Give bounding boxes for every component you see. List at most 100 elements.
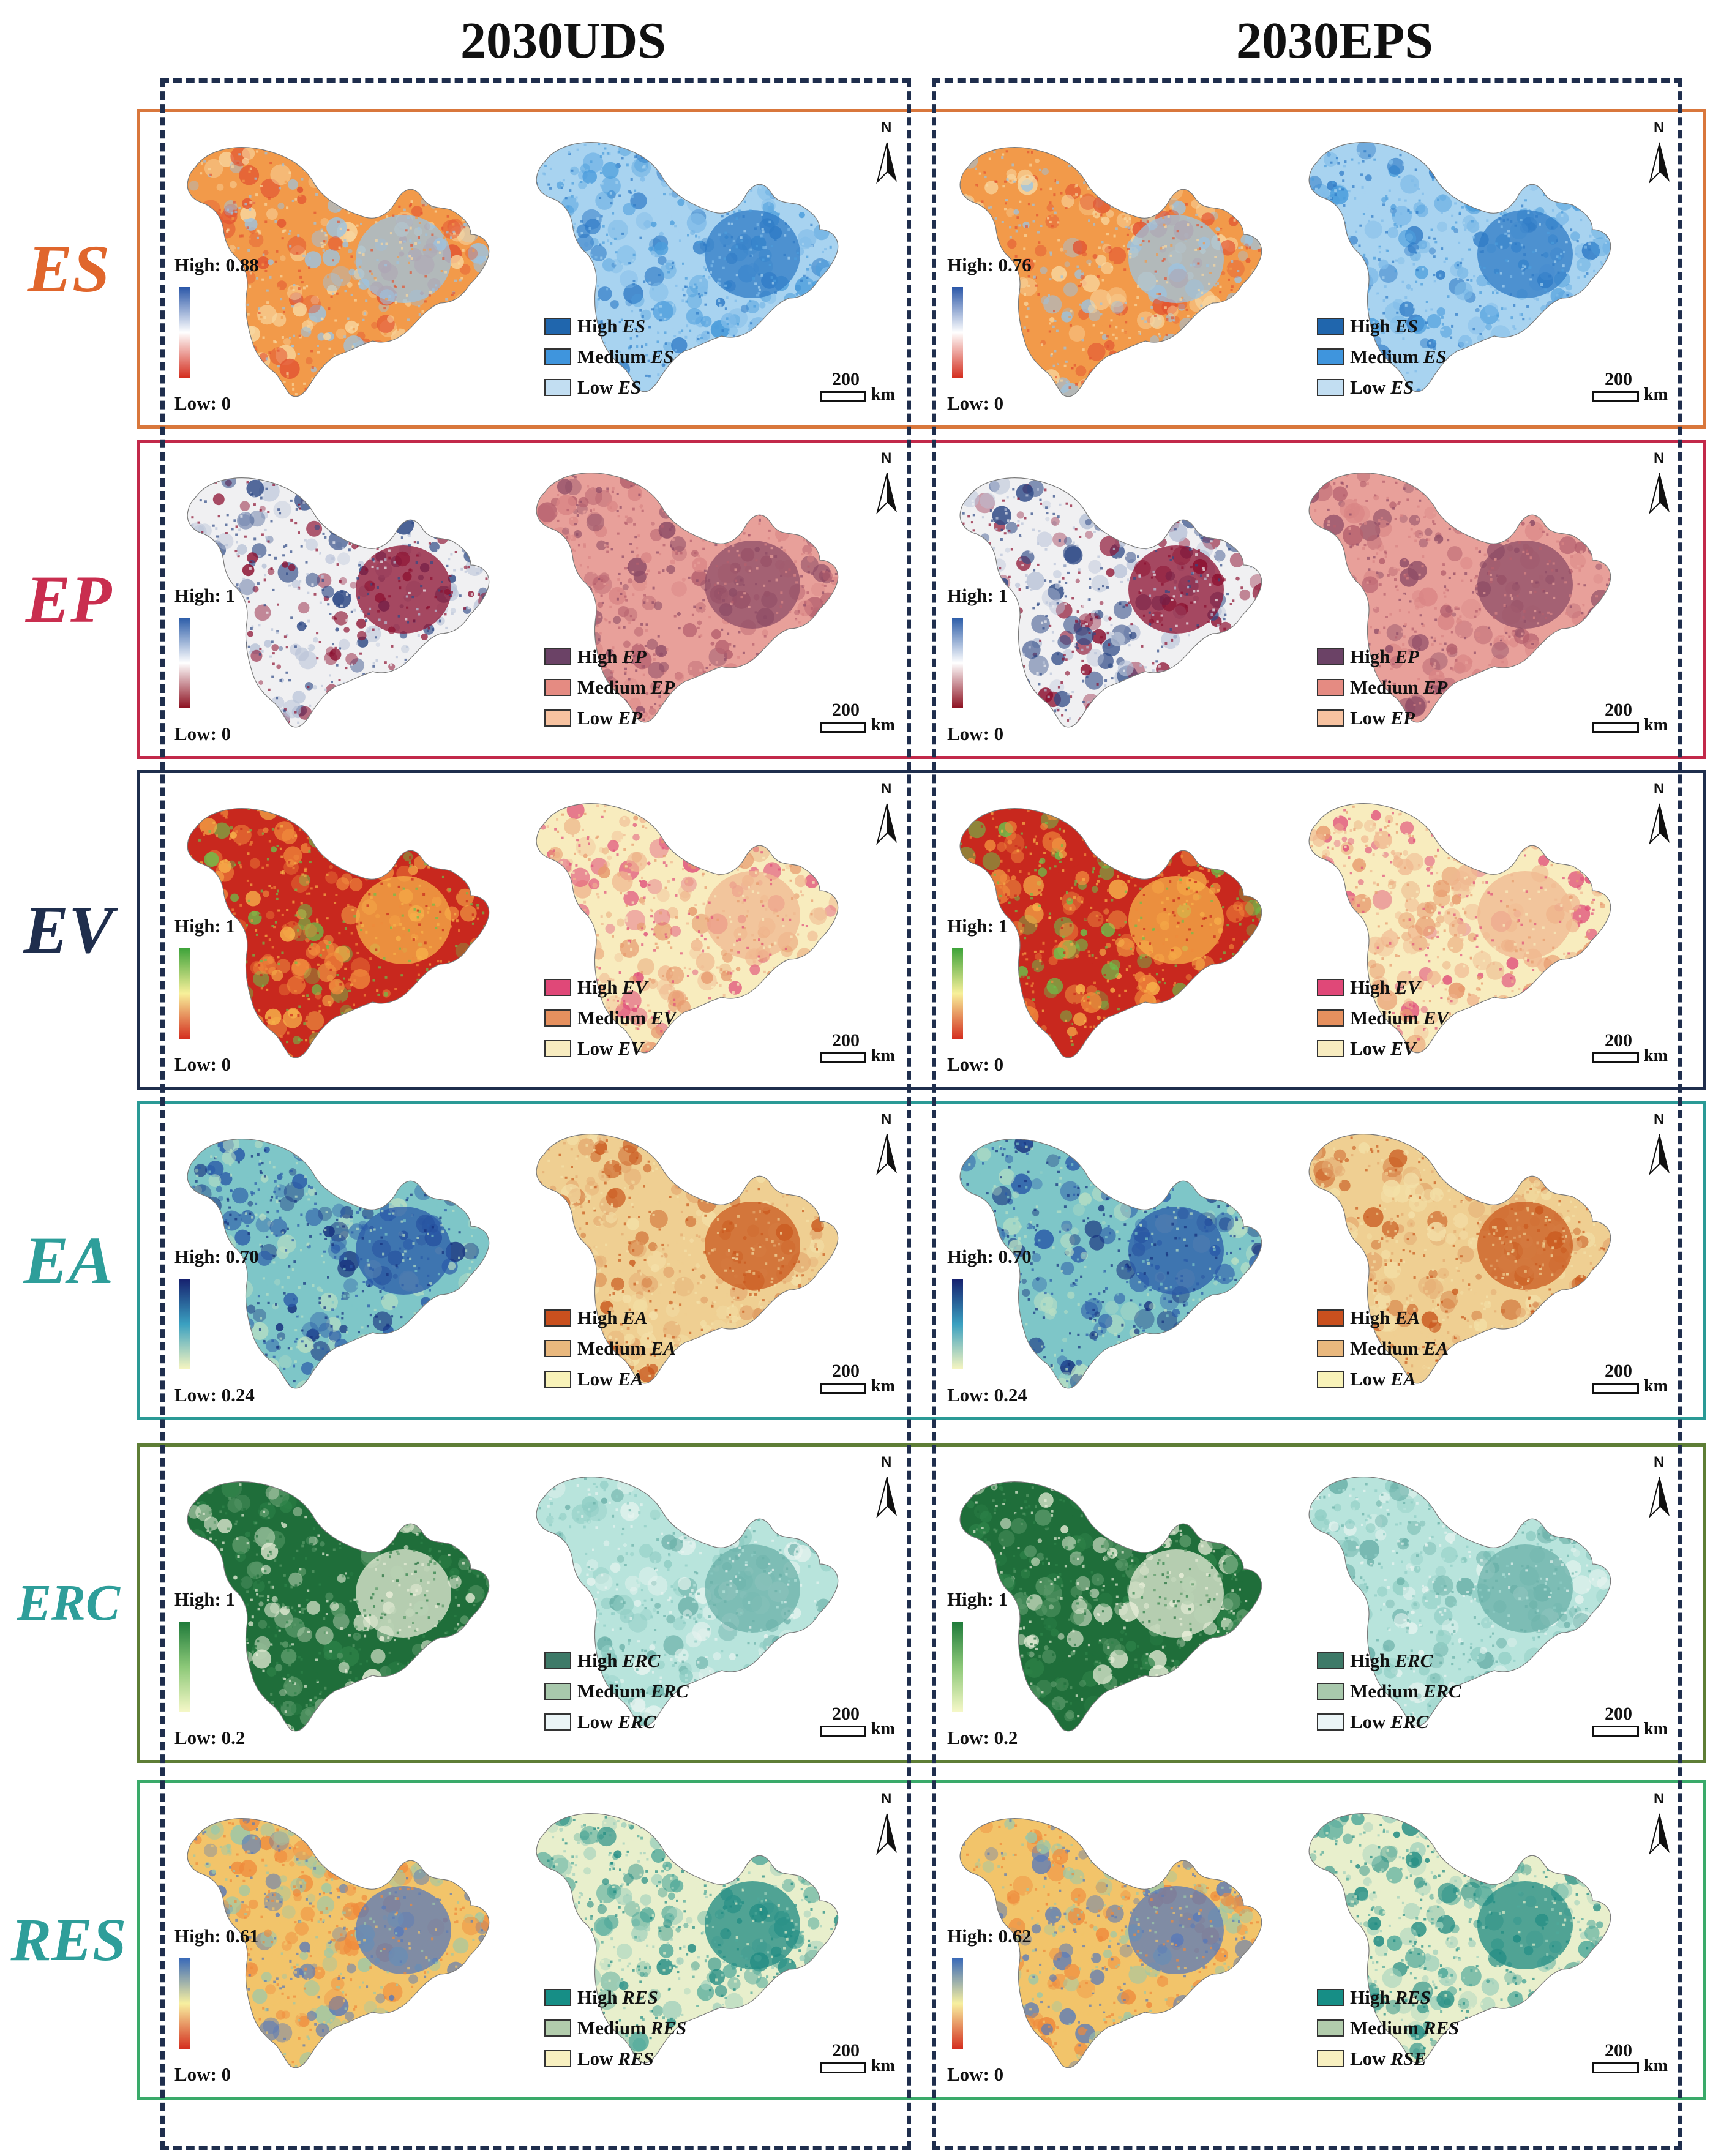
legend-item-prefix: High xyxy=(1350,1650,1395,1671)
scale-bar xyxy=(1592,722,1639,733)
panel-res-eps: High: 0.62 Low: 0 High RES Medium RES Low RS… xyxy=(913,1783,1685,2097)
north-arrow-label: N xyxy=(881,450,891,467)
panel-res-uds: High: 0.61 Low: 0 High RES Medium RES Low RE… xyxy=(140,1783,913,2097)
legend-swatch xyxy=(544,1309,571,1327)
legend-item-prefix: High xyxy=(577,1307,622,1328)
scale-bar xyxy=(1592,391,1639,402)
legend-item-prefix: Low xyxy=(577,2048,618,2069)
north-arrow-icon xyxy=(876,803,897,845)
legend-item-text: High RES xyxy=(577,1986,658,2008)
legend-item-prefix: Medium xyxy=(577,1007,651,1028)
legend-item-text: High EV xyxy=(577,976,648,998)
legend-swatch xyxy=(544,979,571,996)
legend-swatch xyxy=(544,1989,571,2006)
legend-swatch xyxy=(1317,679,1344,696)
north-arrow-label: N xyxy=(881,1791,891,1808)
legend-item-text: Medium EA xyxy=(577,1338,676,1360)
scale-bar xyxy=(820,2062,866,2073)
legend-swatch xyxy=(544,1683,571,1700)
legend-item-prefix: High xyxy=(577,1650,622,1671)
scale-bar-unit: km xyxy=(871,716,895,735)
north-arrow-icon xyxy=(1649,1477,1670,1519)
north-arrow-icon xyxy=(876,1134,897,1176)
legend-item-term: RES xyxy=(1395,1986,1431,2008)
legend-item-text: High EP xyxy=(1350,646,1419,668)
panel-ev-uds: High: 1 Low: 0 High EV Medium EV Low EV N 200 k… xyxy=(140,773,913,1087)
legend-item-text: Medium EV xyxy=(577,1007,676,1029)
row-frame-erc: High: 1 Low: 0.2 High ERC Medium ERC Low ERC… xyxy=(137,1443,1706,1763)
legend-item-term: ES xyxy=(618,376,641,398)
column-title-right: 2030EPS xyxy=(1090,7,1580,75)
panel-ea-eps: High: 0.70 Low: 0.24 High EA Medium EA Low E… xyxy=(913,1104,1685,1417)
legend-item-term: EV xyxy=(1395,976,1420,998)
legend-item-prefix: Low xyxy=(1350,376,1390,398)
legend-low-label: Low: 0 xyxy=(947,2064,1003,2086)
legend-item-text: Medium ES xyxy=(1350,346,1447,368)
continuous-map xyxy=(959,147,1262,397)
north-arrow-label: N xyxy=(881,1111,891,1128)
legend-low-label: Low: 0 xyxy=(947,392,1003,414)
scale-bar xyxy=(820,1383,866,1394)
scale-bar-value: 200 xyxy=(832,2040,860,2061)
legend-item-term: ES xyxy=(1423,346,1447,367)
legend-item-term: EP xyxy=(1395,646,1419,667)
classified-map xyxy=(536,142,839,392)
continuous-map xyxy=(187,808,490,1058)
legend-high-label: High: 1 xyxy=(174,915,235,937)
north-arrow-label: N xyxy=(881,1454,891,1471)
legend-swatch xyxy=(1317,1340,1344,1357)
row-label-ea: EA xyxy=(0,1101,137,1420)
continuous-map xyxy=(187,1818,490,2068)
column-title-left: 2030UDS xyxy=(318,7,808,75)
classified-map xyxy=(536,803,839,1054)
legend-gradient-bar xyxy=(952,1279,963,1369)
scale-bar-unit: km xyxy=(871,1046,895,1066)
north-arrow-icon xyxy=(876,142,897,184)
continuous-map xyxy=(187,477,490,728)
legend-gradient-bar xyxy=(179,287,190,378)
legend-item-term: ERC xyxy=(651,1680,689,1702)
legend-item-prefix: High xyxy=(1350,315,1395,337)
scale-bar xyxy=(820,1052,866,1063)
north-arrow-icon xyxy=(876,1477,897,1519)
scale-bar-value: 200 xyxy=(832,700,860,721)
legend-swatch xyxy=(544,1371,571,1388)
scale-bar-unit: km xyxy=(1644,385,1668,405)
legend-item-prefix: Medium xyxy=(1350,676,1423,698)
legend-item-prefix: Low xyxy=(1350,1711,1390,1732)
legend-item-text: Low EP xyxy=(1350,707,1415,729)
legend-high-label: High: 1 xyxy=(174,1589,235,1611)
classified-map xyxy=(1308,142,1611,392)
legend-item-text: Low EV xyxy=(1350,1038,1416,1060)
legend-swatch xyxy=(544,709,571,727)
row-label-ev: EV xyxy=(0,770,137,1090)
classified-map xyxy=(1308,473,1611,723)
row-frame-es: High: 0.88 Low: 0 High ES Medium ES Low ES N 2… xyxy=(137,109,1706,429)
legend-high-label: High: 1 xyxy=(947,915,1008,937)
north-arrow-icon xyxy=(1649,1134,1670,1176)
continuous-map xyxy=(959,1818,1262,2068)
legend-high-label: High: 0.70 xyxy=(174,1246,259,1268)
legend-swatch xyxy=(544,1652,571,1669)
legend-swatch xyxy=(1317,1040,1344,1057)
classified-map xyxy=(536,1813,839,2064)
legend-item-prefix: Low xyxy=(1350,1368,1390,1390)
legend-item-text: Low EP xyxy=(577,707,642,729)
scale-bar-unit: km xyxy=(871,2056,895,2076)
scale-bar xyxy=(1592,2062,1639,2073)
legend-item-term: EV xyxy=(618,1038,643,1059)
legend-item-term: ES xyxy=(1390,376,1414,398)
legend-swatch xyxy=(1317,1989,1344,2006)
legend-item-text: Medium ERC xyxy=(577,1680,689,1702)
scale-bar-value: 200 xyxy=(1605,700,1632,721)
legend-gradient-bar xyxy=(952,618,963,708)
legend-item-term: EA xyxy=(1423,1338,1449,1359)
legend-high-label: High: 1 xyxy=(174,585,235,607)
scale-bar xyxy=(1592,1052,1639,1063)
legend-swatch xyxy=(1317,2050,1344,2067)
legend-item-prefix: Low xyxy=(577,1038,618,1059)
row-label-res: RES xyxy=(0,1780,137,2100)
continuous-map xyxy=(959,1139,1262,1389)
legend-gradient-bar xyxy=(179,1622,190,1712)
legend-swatch xyxy=(544,1040,571,1057)
